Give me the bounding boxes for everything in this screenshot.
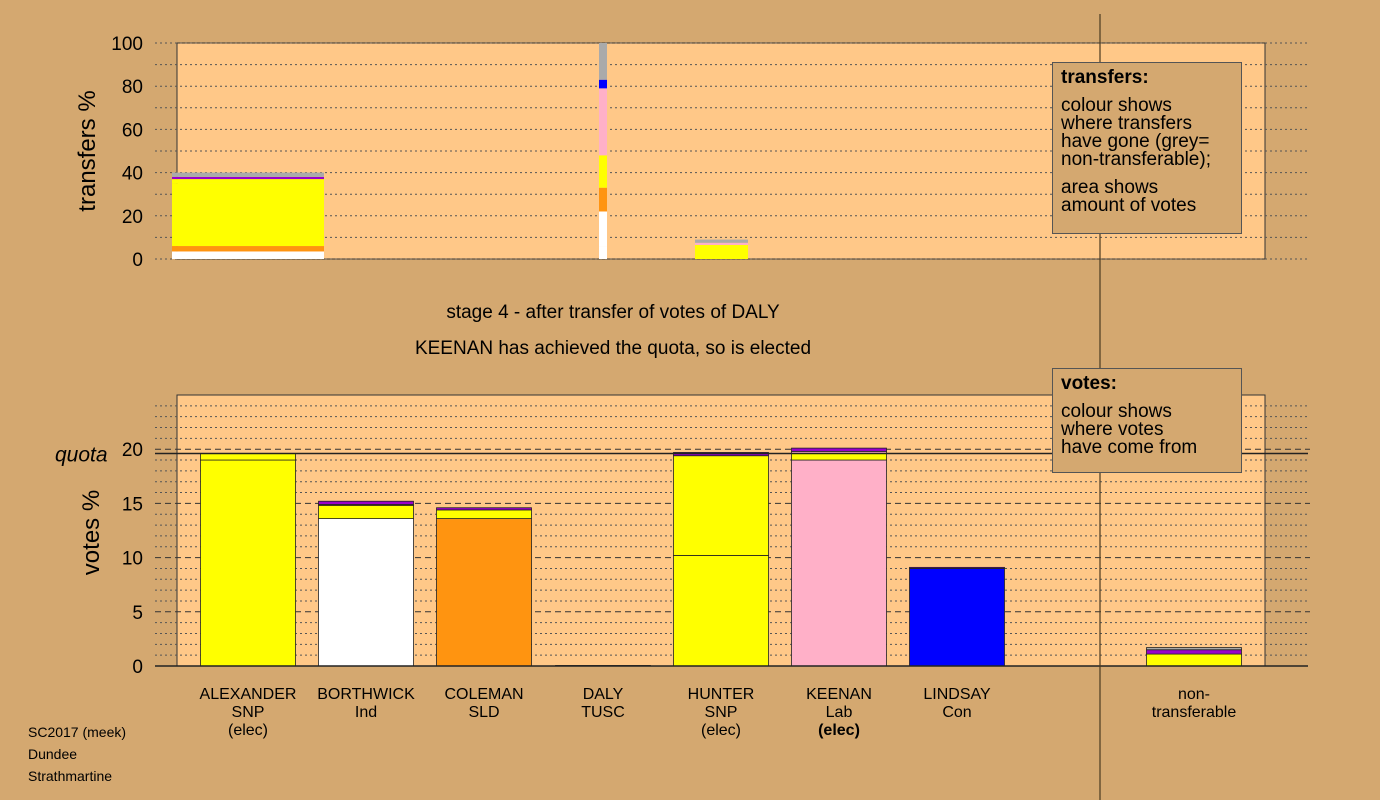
vote-bar-segment [1146, 653, 1242, 667]
vote-bar-segment [909, 568, 1005, 667]
vote-bar-segment [200, 453, 296, 461]
candidate-name: BORTHWICK [317, 686, 415, 703]
transfers-y-tick-label: 100 [111, 34, 143, 55]
vote-bar-segment [791, 459, 887, 667]
vote-bar-segment [436, 507, 532, 511]
votes-y-tick-label: 0 [132, 657, 143, 678]
candidate-label: COLEMAN SLD [414, 686, 554, 722]
transfers-y-tick-label: 40 [122, 164, 143, 185]
votes-y-tick-label: 5 [132, 603, 143, 624]
vote-bar-segment [909, 566, 1005, 569]
candidate-label: HUNTER SNP (elec) [651, 686, 791, 740]
transfers-legend: transfers: colour shows where transfers … [1052, 62, 1242, 234]
candidate-label: KEENAN Lab (elec) [769, 686, 909, 740]
candidate-name: COLEMAN [444, 686, 524, 703]
candidate-party: SNP [231, 704, 265, 721]
transfer-bar-segment [695, 244, 748, 259]
candidate-name: ALEXANDER [199, 686, 297, 703]
transfer-column-segment [599, 211, 607, 247]
transfer-column-segment [599, 187, 607, 212]
candidate-name: KEENAN [806, 686, 872, 703]
vote-bar-segment [1146, 649, 1242, 655]
candidate-name: HUNTER [687, 686, 755, 703]
transfers-legend-title: transfers: [1061, 67, 1149, 88]
candidate-party: Ind [354, 704, 378, 721]
candidate-party: transferable [1151, 704, 1237, 721]
vote-bar-segment [318, 505, 414, 519]
vote-bar-segment [318, 500, 414, 505]
candidate-name: non- [1177, 686, 1211, 703]
votes-legend-title: votes: [1061, 373, 1117, 394]
quota-label: quota [55, 444, 108, 467]
vote-bar-segment [318, 518, 414, 667]
candidate-name: DALY [582, 686, 624, 703]
transfers-y-tick-label: 20 [122, 207, 143, 228]
credit-line: SC2017 (meek) [28, 724, 127, 740]
vote-bar-segment [791, 453, 887, 461]
candidate-party: Con [942, 704, 972, 721]
credit-line: Strathmartine [28, 768, 113, 784]
candidate-party: TUSC [581, 704, 625, 721]
transfer-bar-segment [695, 242, 748, 245]
credit-line: Dundee [28, 746, 78, 762]
votes-legend-line: where votes [1061, 419, 1164, 440]
transfer-bar-segment [172, 246, 324, 252]
transfer-column-segment [599, 246, 607, 259]
candidate-party: SLD [468, 704, 500, 721]
vote-bar-segment [1146, 647, 1242, 651]
transfers-legend-line: have gone (grey= [1061, 131, 1210, 152]
votes-y-tick-label: 10 [122, 549, 143, 570]
transfer-bar-segment [172, 183, 324, 247]
transfers-legend-line: non-transferable); [1061, 149, 1211, 170]
votes-legend-line: colour shows [1061, 401, 1172, 422]
candidate-label: DALY TUSC [533, 686, 673, 722]
candidate-party: Lab [825, 704, 853, 721]
transfers-y-axis-label: transfers % [74, 90, 101, 211]
transfer-column-segment [599, 43, 607, 80]
candidate-name: LINDSAY [923, 686, 991, 703]
vote-bar-segment [436, 518, 532, 667]
transfer-bar-segment [172, 172, 324, 177]
transfer-bar-segment [172, 179, 324, 184]
votes-legend-line: have come from [1061, 437, 1198, 458]
transfer-bar-segment [172, 251, 324, 259]
transfers-legend-line: where transfers [1061, 113, 1192, 134]
vote-bar-segment [200, 459, 296, 667]
candidate-label: non-transferable [1124, 686, 1264, 722]
vote-bar-segment [436, 509, 532, 519]
candidate-party: SNP [704, 704, 738, 721]
vote-bar-segment [791, 447, 887, 452]
transfers-y-tick-label: 0 [132, 250, 143, 271]
transfers-y-tick-label: 60 [122, 120, 143, 141]
transfer-column-segment [599, 155, 607, 188]
votes-legend: votes: colour shows where votes have com… [1052, 368, 1242, 473]
stage-title: stage 4 - after transfer of votes of DAL… [446, 302, 780, 323]
stage-subtitle: KEENAN has achieved the quota, so is ele… [414, 338, 812, 359]
candidate-label: BORTHWICK Ind [296, 686, 436, 722]
candidate-status: (elec) [227, 722, 268, 739]
candidate-label: ALEXANDER SNP (elec) [178, 686, 318, 740]
transfer-column-segment [599, 88, 607, 156]
transfer-column-segment [599, 79, 607, 89]
transfers-y-tick-label: 80 [122, 77, 143, 98]
vote-bar-segment [673, 555, 769, 667]
transfers-legend-line: area shows [1061, 177, 1159, 198]
transfers-legend-line: amount of votes [1061, 195, 1197, 216]
transfer-bar-segment [172, 176, 324, 180]
votes-y-axis-label: votes % [78, 490, 105, 575]
vote-bar-segment [673, 455, 769, 556]
transfers-legend-line: colour shows [1061, 95, 1172, 116]
candidate-status: (elec) [700, 722, 741, 739]
candidate-label: LINDSAY Con [887, 686, 1027, 722]
transfer-bar-segment [695, 239, 748, 243]
candidate-status: (elec) [818, 722, 860, 739]
votes-y-tick-label: 20 [122, 440, 143, 461]
votes-y-tick-label: 15 [122, 494, 143, 515]
